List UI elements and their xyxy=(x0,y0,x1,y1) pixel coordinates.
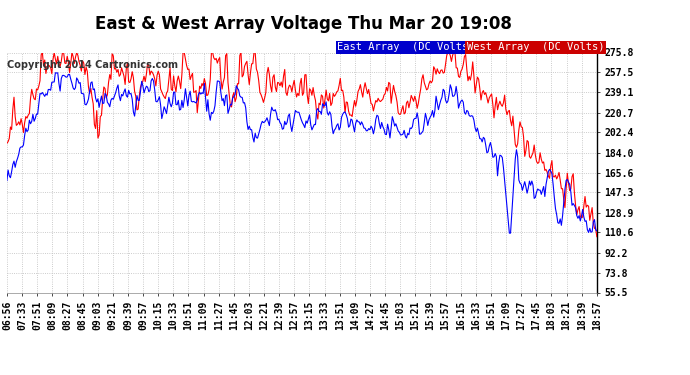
Text: East & West Array Voltage Thu Mar 20 19:08: East & West Array Voltage Thu Mar 20 19:… xyxy=(95,15,512,33)
Text: West Array  (DC Volts): West Array (DC Volts) xyxy=(467,42,604,52)
Text: East Array  (DC Volts): East Array (DC Volts) xyxy=(337,42,475,52)
Text: Copyright 2014 Cartronics.com: Copyright 2014 Cartronics.com xyxy=(8,60,179,70)
